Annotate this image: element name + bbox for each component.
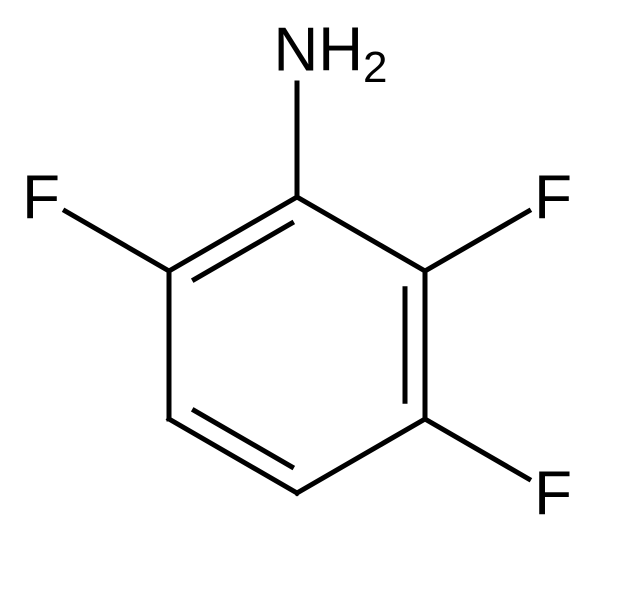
bond-line — [297, 197, 425, 271]
bond-line — [194, 223, 291, 279]
bond-line — [425, 419, 529, 479]
atom-label: F — [534, 460, 572, 529]
atom-label: NH2 — [273, 16, 387, 92]
molecule-diagram: NH2 F F F — [0, 0, 640, 605]
atom-label: F — [534, 164, 572, 233]
bond-line — [194, 411, 291, 467]
bond-line — [297, 419, 425, 493]
bond-line — [425, 211, 529, 271]
bond-line — [65, 211, 169, 271]
atom-label: F — [22, 164, 60, 233]
